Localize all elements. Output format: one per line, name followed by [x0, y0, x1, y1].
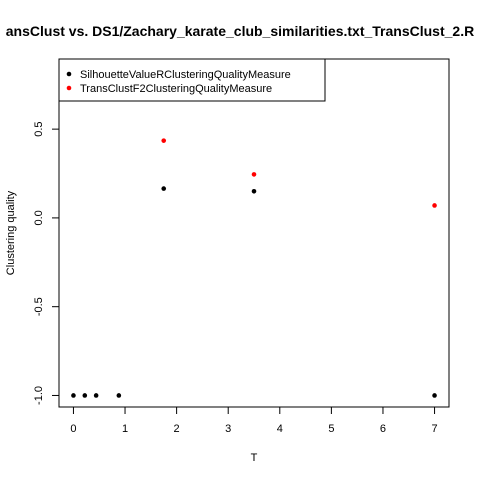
data-point-series-1	[161, 186, 167, 191]
legend-marker	[66, 71, 72, 77]
data-point-series-1	[82, 393, 88, 398]
y-tick-label: -1.0	[33, 386, 45, 405]
x-tick-label: 7	[431, 423, 437, 435]
legend-marker	[66, 85, 72, 91]
data-points	[71, 138, 437, 398]
legend-label: SilhouetteValueRClusteringQualityMeasure	[80, 69, 291, 81]
legend-label: TransClustF2ClusteringQualityMeasure	[80, 83, 272, 95]
x-tick-label: 4	[277, 423, 283, 435]
data-point-series-1	[251, 188, 257, 194]
y-tick-label: 0.5	[33, 121, 45, 136]
x-axis-label: T	[251, 452, 258, 464]
data-point-series-1	[93, 393, 99, 398]
data-point-series-2	[161, 138, 167, 143]
data-point-series-2	[251, 172, 257, 177]
x-axis: 0 1 2 3 4 5 6 7	[70, 406, 438, 435]
x-tick-label: 6	[380, 423, 386, 435]
x-tick-label: 3	[225, 423, 231, 435]
legend-box	[58, 58, 326, 102]
data-point-series-1	[71, 393, 76, 398]
x-tick-label: 5	[328, 423, 334, 435]
y-tick-label: 0.0	[33, 210, 45, 225]
y-axis: -1.0 -0.5 0.0 0.5	[33, 121, 60, 405]
x-tick-label: 1	[122, 423, 128, 435]
data-point-series-2	[432, 203, 437, 208]
y-tick-label: -0.5	[33, 297, 45, 316]
data-point-series-1	[116, 393, 122, 398]
chart-title: ansClust vs. DS1/Zachary_karate_club_sim…	[6, 23, 474, 39]
y-axis-label: Clustering quality	[5, 190, 17, 275]
data-point-series-1	[432, 393, 437, 398]
legend: SilhouetteValueRClusteringQualityMeasure…	[58, 58, 326, 102]
x-tick-label: 2	[174, 423, 180, 435]
x-tick-label: 0	[70, 423, 76, 435]
